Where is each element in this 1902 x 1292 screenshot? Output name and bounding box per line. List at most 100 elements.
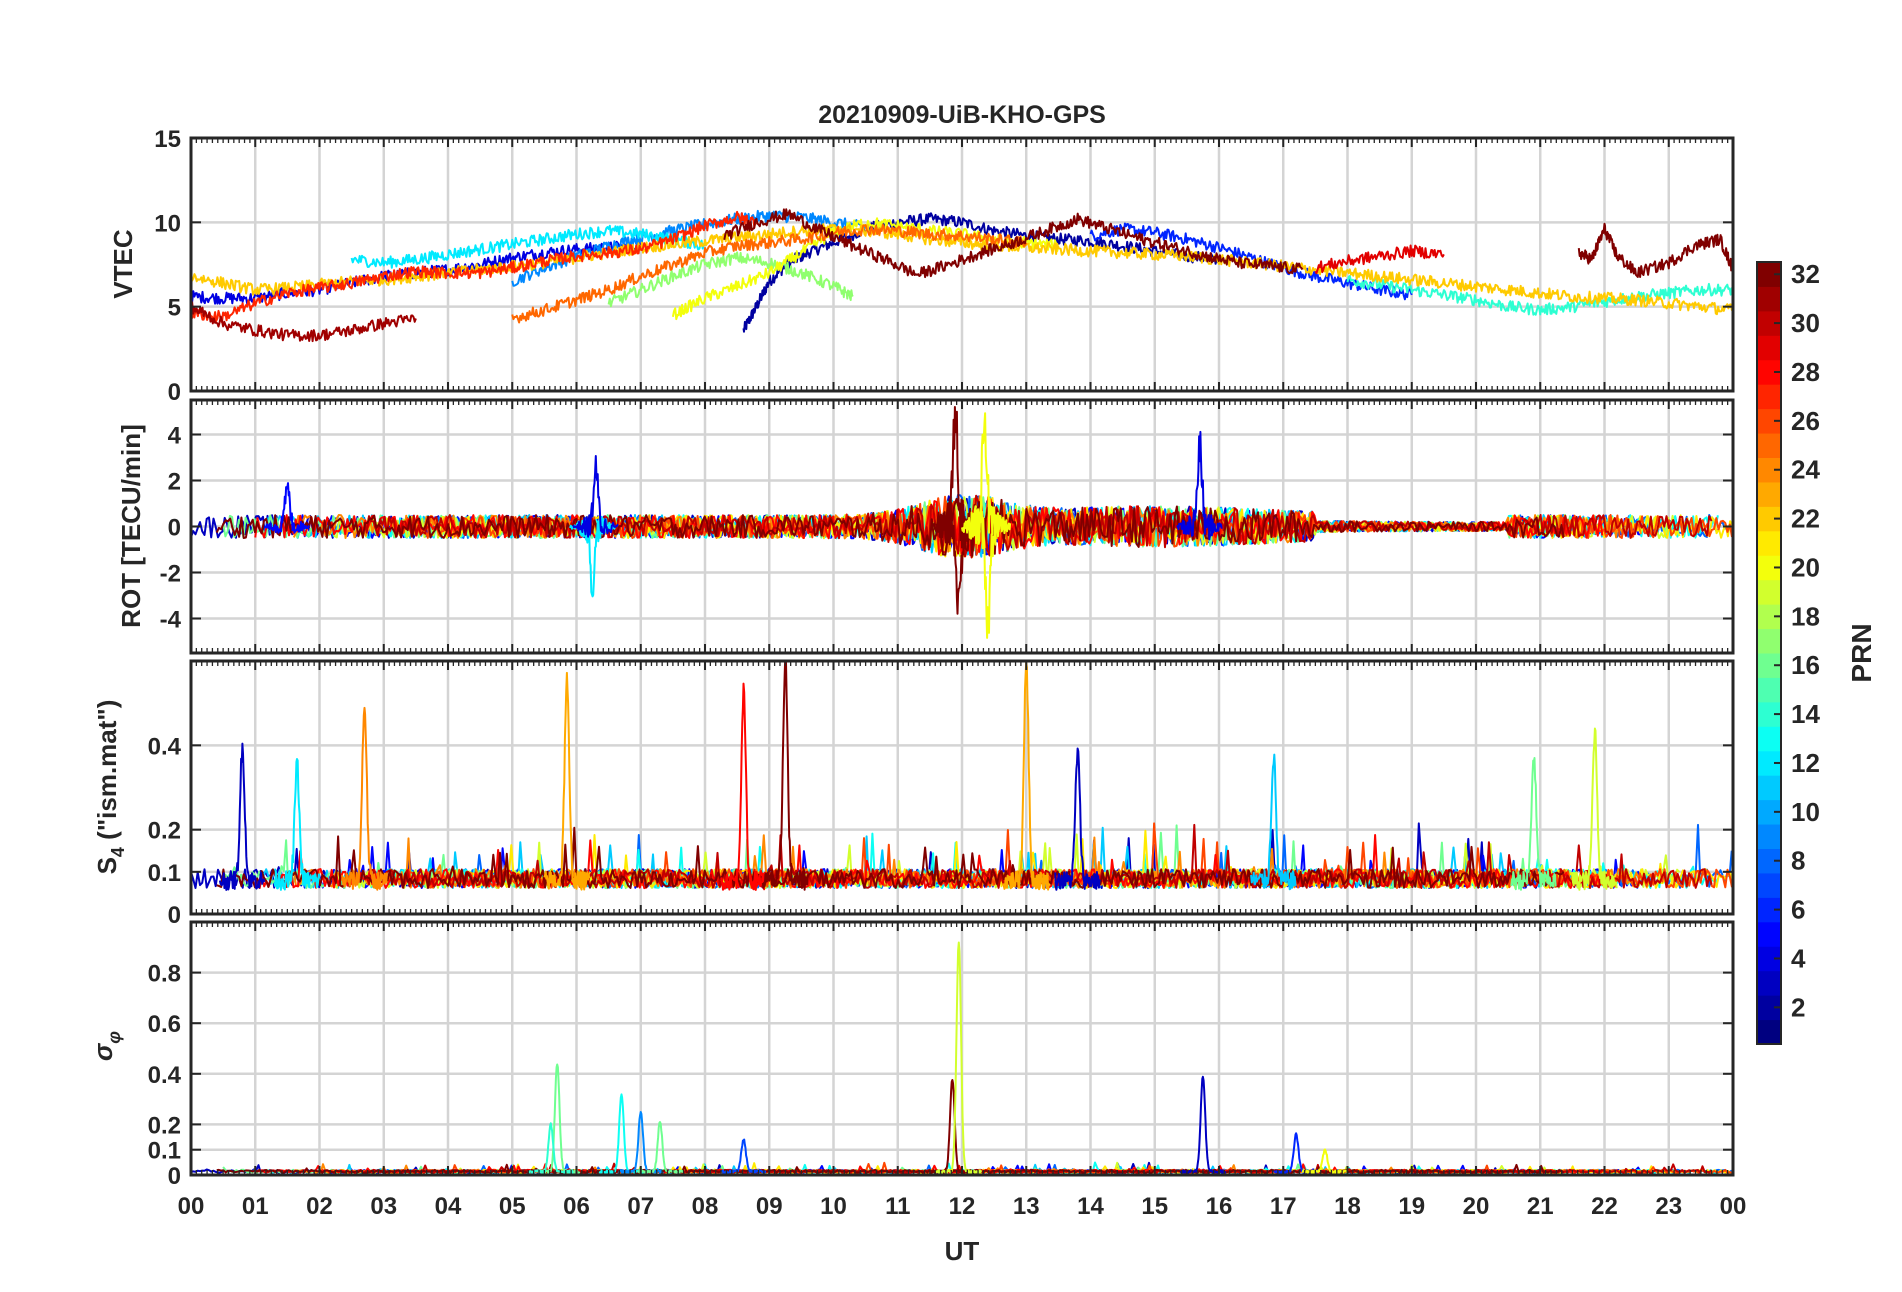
y-tick-label: 0.4 [148,733,182,760]
prn-series-line [935,941,983,1175]
rot-ticks: -4 -2 0 2 4 [160,400,1734,653]
x-tick-label: 06 [563,1193,590,1220]
prn-series-line [637,1121,684,1175]
x-tick-label: 08 [692,1193,719,1220]
y-tick-label: 0 [168,1163,181,1190]
colorbar-tick-label: 24 [1791,455,1820,485]
x-tick-labels: 00 01 02 03 04 05 06 07 08 09 10 11 12 13 14 15 16 17 18 19… [178,1193,1747,1220]
colorbar-tick-label: 28 [1791,357,1820,387]
y-tick-label: 0.4 [148,1062,182,1089]
x-tick-label: 10 [820,1193,847,1220]
colorbar-label: PRN [1846,623,1877,682]
x-tick-label: 18 [1334,1193,1361,1220]
y-tick-label: -4 [160,607,182,634]
sigma-phi-ticks: 00.10.2 0.4 0.6 0.8 [148,922,1734,1190]
y-tick-label: 0.2 [148,1112,181,1139]
prn-series-line [1054,747,1101,891]
prn-series-line [964,507,1012,639]
x-tick-label: 19 [1398,1193,1425,1220]
sigma-phi-ylabel-main: σ [88,1042,118,1061]
vtec-series [191,208,1733,343]
colorbar-swatch [1757,677,1781,703]
prn-series-line [761,661,809,891]
colorbar-tick-label: 30 [1791,308,1820,338]
colorbar-tick-label: 12 [1791,748,1820,778]
sigma-phi-ylabel: σφ [88,1031,124,1061]
vtec-ticks: 0 5 10 15 [154,126,1734,406]
colorbar-tick-label: 16 [1791,650,1820,680]
y-tick-label: -2 [160,561,181,588]
prn-series-line [533,1063,581,1175]
vtec-panel: 0 5 10 15 VTEC [108,126,1735,406]
colorbar-swatch [1757,433,1781,458]
prn-series-line [607,251,854,308]
prn-series-line [191,301,417,343]
colorbar-swatch [1757,921,1781,947]
prn-series-line [1273,1132,1319,1175]
y-tick-label: 2 [168,469,181,496]
colorbar-swatch [1757,970,1781,996]
prn-series-line [1179,1075,1227,1175]
y-tick-label: 4 [168,423,182,450]
s4-ylabel-main: S [92,857,122,874]
x-tick-label: 00 [178,1193,205,1220]
x-axis-label: UT [945,1236,980,1266]
x-tick-label: 14 [1077,1193,1104,1220]
colorbar-swatch [1757,824,1781,849]
s4-series [191,661,1733,891]
prn-series-line [1250,753,1297,891]
x-tick-label: 23 [1655,1193,1682,1220]
prn-series-line [273,758,320,891]
y-tick-label: 0 [168,902,181,929]
x-tick-label: 02 [306,1193,333,1220]
colorbar-frame [1756,261,1782,1045]
colorbar-tick-label: 6 [1791,895,1805,925]
sigma-phi-panel: 00.10.2 0.4 0.6 0.8 σφ [88,920,1735,1190]
colorbar-tick-label: 32 [1791,259,1820,289]
s4-ylabel-rest: ("ism.mat") [92,700,122,847]
s4-panel: 0 0.1 0.2 0.4 S4 ("ism.mat") [92,659,1735,929]
x-tick-label: 13 [1013,1193,1040,1220]
x-tick-label: 21 [1527,1193,1554,1220]
x-tick-label: 00 [1720,1193,1747,1220]
prn-series-line [572,455,619,538]
colorbar-swatch [1757,1019,1781,1045]
prn-series-line [216,826,1565,889]
x-tick-label: 03 [370,1193,397,1220]
colorbar-tick-label: 10 [1791,797,1820,827]
y-tick-label: 0.8 [148,961,181,988]
prn-series-line [341,706,388,891]
x-tick-label: 16 [1206,1193,1233,1220]
x-tick-label: 07 [627,1193,654,1220]
colorbar-swatch [1757,872,1781,898]
prn-series-line [723,208,1304,279]
prn-series-line [1346,275,1733,316]
colorbar-swatch [1757,579,1781,605]
prn-series-line [218,742,266,891]
x-tick-label: 01 [242,1193,269,1220]
prn-series-line [1314,244,1445,275]
y-tick-label: 0 [168,379,181,406]
y-tick-label: 0.1 [148,860,181,887]
vtec-grid [191,138,1733,391]
colorbar-swatch [1757,481,1781,507]
prn-series-line [1510,757,1557,891]
y-tick-label: 15 [154,126,181,153]
colorbar-swatches [1757,262,1781,1045]
y-tick-label: 0.6 [148,1011,181,1038]
rot-panel: -4 -2 0 2 4 ROT [TECU/min] [116,398,1735,655]
prn-series-line [191,210,758,324]
colorbar-swatch [1757,628,1781,654]
prn-series-line [543,671,591,891]
colorbar-tick-label: 4 [1791,943,1806,973]
vtec-ylabel: VTEC [108,229,138,299]
colorbar-tick-label: 2 [1791,992,1805,1022]
x-tick-label: 04 [435,1193,462,1220]
y-tick-label: 10 [154,210,181,237]
colorbar-swatch [1757,775,1781,801]
y-tick-label: 0 [168,515,181,542]
colorbar-tick-label: 8 [1791,846,1805,876]
